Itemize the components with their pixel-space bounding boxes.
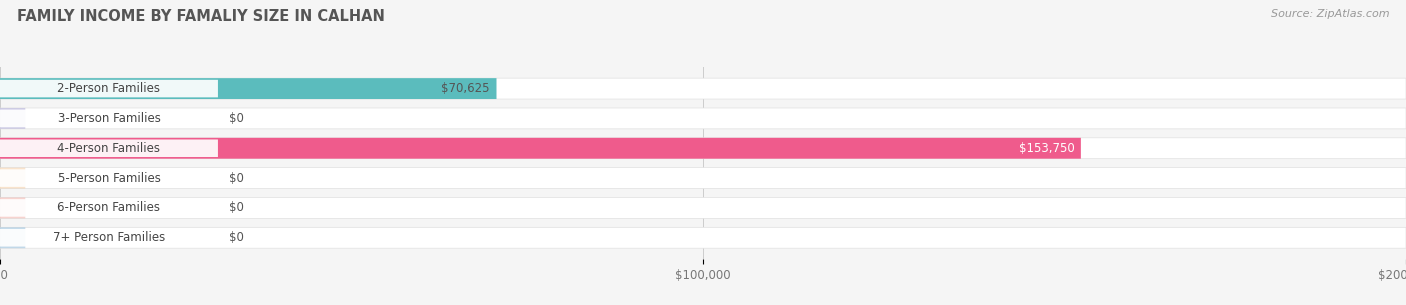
FancyBboxPatch shape [0,80,218,97]
Text: 6-Person Families: 6-Person Families [58,201,160,214]
FancyBboxPatch shape [0,168,1406,188]
FancyBboxPatch shape [0,108,25,129]
Text: 2-Person Families: 2-Person Families [58,82,160,95]
Text: Source: ZipAtlas.com: Source: ZipAtlas.com [1271,9,1389,19]
Text: $0: $0 [229,112,245,125]
FancyBboxPatch shape [0,108,1406,129]
FancyBboxPatch shape [0,169,218,187]
Text: 5-Person Families: 5-Person Families [58,172,160,185]
Text: 4-Person Families: 4-Person Families [58,142,160,155]
FancyBboxPatch shape [0,229,218,246]
Text: $153,750: $153,750 [1019,142,1076,155]
Text: $0: $0 [229,172,245,185]
FancyBboxPatch shape [0,138,1406,159]
FancyBboxPatch shape [0,138,1081,159]
Text: 7+ Person Families: 7+ Person Families [53,231,165,244]
Text: FAMILY INCOME BY FAMALIY SIZE IN CALHAN: FAMILY INCOME BY FAMALIY SIZE IN CALHAN [17,9,385,24]
FancyBboxPatch shape [0,78,1406,99]
Text: $70,625: $70,625 [441,82,489,95]
FancyBboxPatch shape [0,198,1406,218]
FancyBboxPatch shape [0,168,25,188]
FancyBboxPatch shape [0,78,496,99]
Text: 3-Person Families: 3-Person Families [58,112,160,125]
Text: $0: $0 [229,201,245,214]
Text: $0: $0 [229,231,245,244]
FancyBboxPatch shape [0,227,1406,248]
FancyBboxPatch shape [0,227,25,248]
FancyBboxPatch shape [0,199,218,217]
FancyBboxPatch shape [0,139,218,157]
FancyBboxPatch shape [0,110,218,127]
FancyBboxPatch shape [0,198,25,218]
